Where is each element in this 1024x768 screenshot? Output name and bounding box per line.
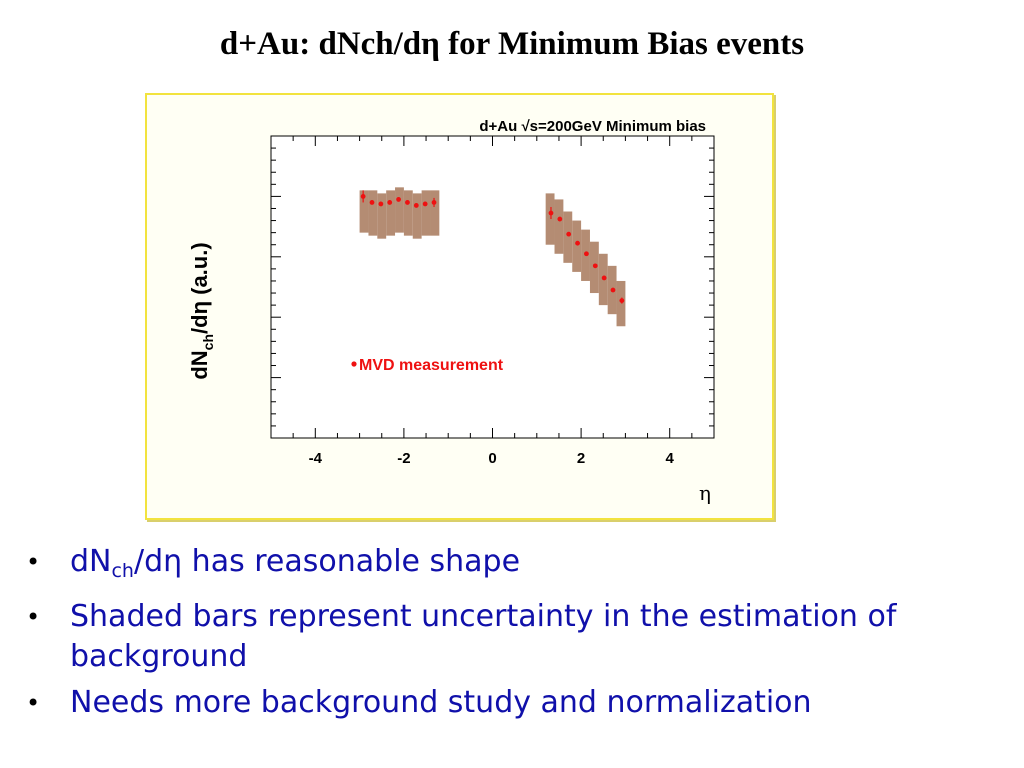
bullet-item: • dNch/dη has reasonable shape: [24, 542, 1014, 591]
y-axis-label-rest: /dη (a.u.): [187, 242, 212, 334]
uncertainty-bar: [412, 193, 422, 239]
uncertainty-bar: [421, 190, 431, 236]
bullet-1-pre: dN: [70, 544, 112, 579]
data-point: [610, 287, 616, 293]
legend-label: MVD measurement: [359, 357, 504, 374]
bullet-list: • dNch/dη has reasonable shape • Shaded ba…: [24, 542, 1014, 729]
data-point: [422, 201, 428, 207]
bullet-dot: •: [26, 548, 41, 576]
uncertainty-bar: [616, 280, 626, 327]
x-tick-label: 4: [666, 450, 675, 467]
chart: -4 -2 0 2 4 d+Au √s=200GeV Minimum bias dNch…: [187, 118, 715, 505]
data-point: [575, 240, 580, 246]
figure-frame: -4 -2 0 2 4 d+Au √s=200GeV Minimum bias dNch…: [145, 93, 774, 520]
y-axis-label: dNch/dη (a.u.): [187, 242, 216, 379]
data-point: [413, 203, 419, 208]
data-point: [548, 210, 554, 216]
bullet-1-post: /dη has reasonable shape: [133, 544, 521, 579]
bullet-1-sub: ch: [111, 560, 134, 582]
legend-marker: [351, 361, 357, 367]
uncertainty-bar: [572, 220, 582, 272]
y-axis-label-sub: ch: [200, 334, 216, 350]
uncertainty-bar: [554, 199, 564, 254]
bullet-dot: •: [26, 603, 41, 631]
x-tick-label: -4: [309, 450, 323, 467]
data-point: [387, 200, 393, 205]
uncertainty-bar: [430, 190, 440, 236]
uncertainty-bar: [395, 187, 404, 233]
data-point: [360, 194, 366, 199]
uncertainty-bar: [386, 190, 396, 236]
plot-frame: [270, 135, 715, 439]
x-axis-ticks: -4 -2 0 2 4: [270, 136, 715, 467]
data-point: [431, 200, 437, 205]
y-axis-label-main: dN: [187, 350, 212, 379]
bullet-dot: •: [26, 689, 41, 717]
bullet-2-text: Shaded bars represent uncertainty in the…: [70, 599, 897, 674]
uncertainty-bar: [403, 190, 413, 236]
uncertainty-bar: [545, 193, 555, 245]
data-point: [566, 231, 572, 237]
uncertainty-bar: [359, 190, 369, 233]
slide-title: d+Au: dNch/dη for Minimum Bias events: [219, 26, 805, 62]
x-tick-label: 0: [488, 450, 496, 467]
bullet-3-text: Needs more background study and normaliz…: [70, 685, 812, 720]
bullet-item: • Shaded bars represent uncertainty in th…: [24, 597, 1014, 677]
data-point: [405, 200, 410, 205]
data-point: [601, 275, 607, 281]
chart-title: d+Au √s=200GeV Minimum bias: [479, 118, 706, 135]
data-point: [557, 216, 563, 222]
data-point: [619, 298, 625, 303]
data-point: [592, 263, 598, 269]
x-tick-label: -2: [397, 450, 410, 467]
y-axis-ticks: [271, 135, 714, 439]
bullet-item: • Needs more background study and normali…: [24, 683, 1014, 723]
data-point: [584, 251, 589, 257]
x-axis-label: η: [699, 481, 711, 505]
data-markers: [360, 190, 625, 304]
uncertainty-bar: [563, 211, 573, 263]
data-point: [396, 197, 401, 202]
data-point: [369, 200, 375, 205]
uncertainty-bar: [377, 193, 387, 239]
x-tick-label: 2: [577, 450, 585, 467]
uncertainty-bar: [368, 190, 378, 236]
data-point: [378, 201, 384, 207]
